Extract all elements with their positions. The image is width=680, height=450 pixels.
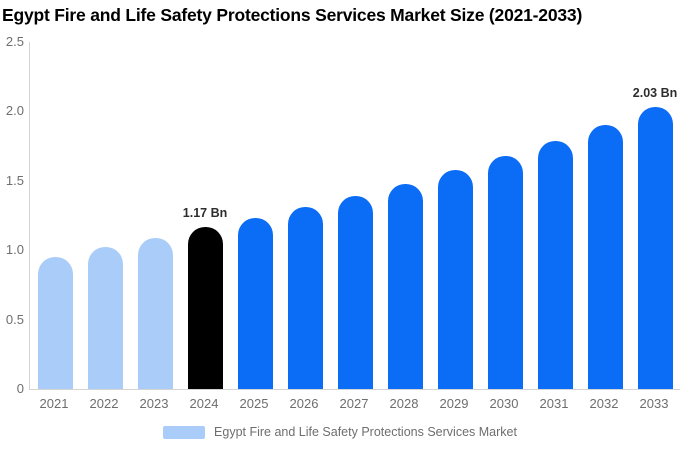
bar-slot-2027: [330, 42, 380, 389]
bar-2030[interactable]: [487, 155, 523, 389]
bar-slot-2025: [230, 42, 280, 389]
y-tick-1.5: 1.5: [5, 172, 24, 188]
legend-label: Egypt Fire and Life Safety Protections S…: [214, 425, 517, 439]
bar-slot-2024: 1.17 Bn: [180, 42, 230, 389]
x-tick-2021: 2021: [39, 396, 69, 411]
y-tick-2.5: 2.5: [5, 34, 24, 49]
value-label-2033: 2.03 Bn: [632, 86, 678, 101]
x-tick-2028: 2028: [389, 396, 419, 411]
bar-slot-2032: [580, 42, 630, 389]
x-tick-2029: 2029: [439, 396, 469, 411]
x-tick-2031: 2031: [539, 396, 569, 411]
x-tick-2024: 2024: [189, 396, 219, 411]
x-tick-2026: 2026: [289, 396, 319, 411]
x-tick-2030: 2030: [489, 396, 519, 411]
x-tick-2022: 2022: [89, 396, 119, 411]
bar-2021[interactable]: [37, 257, 73, 389]
bar-2029[interactable]: [437, 169, 473, 389]
bar-2031[interactable]: [537, 140, 573, 389]
bar-slot-2023: [130, 42, 180, 389]
bar-2025[interactable]: [237, 218, 273, 389]
value-label-2024: 1.17 Bn: [182, 205, 228, 220]
plot-area: 1.17 Bn 2.03 Bn: [29, 42, 680, 390]
bar-slot-2029: [430, 42, 480, 389]
bar-2024[interactable]: [187, 226, 223, 389]
bar-slot-2026: [280, 42, 330, 389]
bar-2023[interactable]: [137, 237, 173, 389]
y-tick-2.0: 2.0: [5, 103, 24, 119]
bar-2033[interactable]: [637, 107, 673, 389]
chart-title: Egypt Fire and Life Safety Protections S…: [2, 5, 583, 25]
bar-slot-2028: [380, 42, 430, 389]
y-tick-0.5: 0.5: [5, 311, 24, 327]
bar-2022[interactable]: [87, 247, 123, 389]
bar-slot-2031: [530, 42, 580, 389]
x-axis-labels: 2021 2022 2023 2024 2025 2026 2027 2028 2029 2030…: [29, 396, 679, 411]
bar-2026[interactable]: [287, 207, 323, 389]
y-tick-1.0: 1.0: [5, 242, 24, 258]
x-tick-2023: 2023: [139, 396, 169, 411]
bar-slot-2022: [80, 42, 130, 389]
bar-slot-2021: [30, 42, 80, 389]
legend-item[interactable]: Egypt Fire and Life Safety Protections S…: [0, 425, 680, 439]
bar-slot-2030: [480, 42, 530, 389]
y-tick-0: 0: [16, 381, 24, 396]
x-tick-2033: 2033: [639, 396, 669, 411]
bar-2028[interactable]: [387, 183, 423, 389]
bar-slot-2033: 2.03 Bn: [630, 42, 680, 389]
legend-swatch: [163, 425, 206, 439]
x-tick-2032: 2032: [589, 396, 619, 411]
bar-2032[interactable]: [587, 125, 623, 389]
x-tick-2027: 2027: [339, 396, 369, 411]
bar-2027[interactable]: [337, 196, 373, 389]
x-tick-2025: 2025: [239, 396, 269, 411]
